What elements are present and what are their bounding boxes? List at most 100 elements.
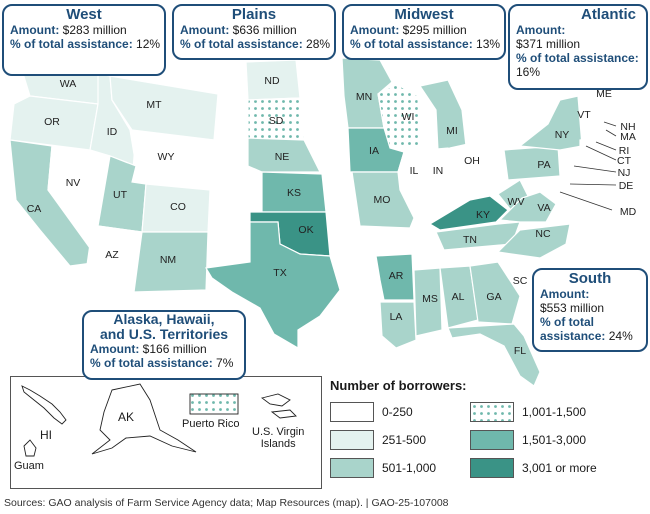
legend-label-1: 251-500 xyxy=(382,433,427,447)
callout-midwest: Midwest Amount: $295 million % of total … xyxy=(342,4,506,60)
south-amount-label-row: Amount: xyxy=(534,287,646,301)
callout-south: South Amount: $553 million % of total as… xyxy=(532,268,648,352)
state-ri xyxy=(591,137,599,149)
plains-amount-value: $636 million xyxy=(232,23,297,37)
callout-atlantic: Atlantic Amount: $371 million % of total… xyxy=(508,4,648,90)
usvi-line2: Islands xyxy=(260,438,296,450)
label-nv: NV xyxy=(66,177,81,189)
state-mo xyxy=(351,171,415,229)
label-oh: OH xyxy=(464,155,480,167)
midwest-pct-value: 13% xyxy=(476,37,501,51)
label-ma: MA xyxy=(620,131,636,143)
inset-pr-shape xyxy=(189,393,239,415)
usvi-line1: U.S. Virgin xyxy=(252,426,305,438)
atlantic-amount-label: Amount: xyxy=(516,23,566,37)
south-amount-label: Amount: xyxy=(540,287,590,301)
state-ar xyxy=(375,253,415,301)
label-ct: CT xyxy=(617,155,632,167)
label-mo: MO xyxy=(374,194,391,206)
state-ky xyxy=(428,195,509,231)
midwest-amount-label: Amount: xyxy=(350,23,400,37)
legend: Number of borrowers: 0-250 251-500 501-1… xyxy=(326,378,646,488)
legend-swatch-0 xyxy=(330,402,374,422)
label-ca: CA xyxy=(27,203,42,215)
midwest-amount: Amount: $295 million xyxy=(344,23,504,37)
label-nc: NC xyxy=(535,228,551,240)
label-ri: RI xyxy=(619,145,630,157)
legend-swatch-5 xyxy=(470,458,514,478)
inset-usvi-shape xyxy=(260,393,297,419)
label-co: CO xyxy=(170,201,186,213)
label-in: IN xyxy=(433,165,444,177)
label-mi: MI xyxy=(446,125,458,137)
state-nj xyxy=(563,149,577,177)
label-wa: WA xyxy=(60,78,77,90)
legend-swatch-3 xyxy=(470,402,514,422)
label-nm: NM xyxy=(160,254,176,266)
state-pa xyxy=(503,145,561,181)
inset-ak-shape xyxy=(91,383,197,455)
plains-amount: Amount: $636 million xyxy=(174,23,334,37)
legend-label-2: 501-1,000 xyxy=(382,461,437,475)
label-nd: ND xyxy=(264,75,280,87)
state-ga xyxy=(469,261,521,325)
territories-pct-value: 7% xyxy=(216,356,234,370)
label-de: DE xyxy=(619,180,634,192)
south-title: South xyxy=(568,270,612,287)
state-oh xyxy=(449,139,489,197)
midwest-title: Midwest xyxy=(394,6,454,23)
atlantic-amount-label-row: Amount: xyxy=(510,23,646,37)
plains-pct-label: % of total assistance: xyxy=(180,37,303,51)
label-al: AL xyxy=(452,291,465,303)
label-fl: FL xyxy=(514,345,526,357)
midwest-pct-label: % of total assistance: xyxy=(350,37,473,51)
label-la: LA xyxy=(390,311,403,323)
plains-pct: % of total assistance: 28% xyxy=(174,37,334,51)
state-ma xyxy=(581,123,614,139)
state-nv xyxy=(47,145,111,246)
state-va xyxy=(498,191,557,223)
legend-label-0: 0-250 xyxy=(382,405,413,419)
atlantic-pct-value-row: 16% xyxy=(510,65,646,79)
label-ky: KY xyxy=(476,209,490,221)
atlantic-title: Atlantic xyxy=(580,6,636,23)
atlantic-pct-value: 16% xyxy=(516,65,541,79)
west-pct-value: 12% xyxy=(136,37,161,51)
atlantic-amount-value-row: $371 million xyxy=(510,37,646,51)
label-tn: TN xyxy=(463,234,477,246)
state-nm xyxy=(133,231,209,293)
label-nh: NH xyxy=(620,121,635,133)
inset-usvi-label: U.S. Virgin Islands xyxy=(252,426,304,450)
state-tn xyxy=(435,221,521,251)
legend-label-3: 1,001-1,500 xyxy=(522,405,587,419)
west-pct-label: % of total assistance: xyxy=(10,37,133,51)
inset-hi-shape xyxy=(21,385,67,425)
south-pct-label: % of total assistance: xyxy=(540,315,606,343)
atlantic-amount-value: $371 million xyxy=(516,37,581,51)
state-md xyxy=(530,177,567,201)
west-amount-value: $283 million xyxy=(62,23,127,37)
label-mt: MT xyxy=(146,99,162,111)
territories-pct-label: % of total assistance: xyxy=(90,356,213,370)
atlantic-pct-label-row: % of total assistance: xyxy=(510,51,646,65)
callout-territories: Alaska, Hawaii, and U.S. Territories Amo… xyxy=(82,310,246,380)
label-il: IL xyxy=(410,165,419,177)
state-ms xyxy=(413,267,443,337)
label-ny: NY xyxy=(555,129,570,141)
label-sd: SD xyxy=(269,115,284,127)
state-ny xyxy=(518,95,583,151)
state-tx xyxy=(205,221,341,350)
atlantic-pct-label: % of total assistance: xyxy=(516,51,639,65)
south-amount-value: $553 million xyxy=(540,301,605,315)
south-pct-row: % of total assistance: 24% xyxy=(534,315,640,343)
plains-amount-label: Amount: xyxy=(180,23,230,37)
label-ks: KS xyxy=(287,187,301,199)
inset-hi-label: HI xyxy=(40,428,52,442)
legend-label-5: 3,001 or more xyxy=(522,461,597,475)
legend-swatch-4 xyxy=(470,430,514,450)
label-wv: WV xyxy=(508,196,525,208)
west-amount-label: Amount: xyxy=(10,23,60,37)
label-me: ME xyxy=(596,88,612,100)
territories-title-1: Alaska, Hawaii, xyxy=(113,311,215,327)
label-md: MD xyxy=(620,206,637,218)
